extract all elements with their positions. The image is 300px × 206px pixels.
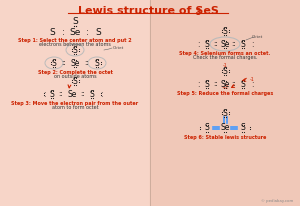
Text: Step 1: Select the center atom and put 2: Step 1: Select the center atom and put 2 — [18, 37, 132, 42]
Text: S: S — [50, 89, 54, 98]
Text: :: : — [251, 80, 253, 89]
Text: :: : — [85, 27, 88, 36]
Text: Step 5: Reduce the formal charges: Step 5: Reduce the formal charges — [177, 90, 273, 96]
Text: Se: Se — [220, 80, 230, 89]
Text: Step 4: Selenium forms an octet.: Step 4: Selenium forms an octet. — [179, 50, 271, 55]
Text: Se: Se — [220, 124, 230, 132]
Text: S: S — [94, 59, 99, 68]
Text: S: S — [205, 80, 209, 89]
Text: S: S — [73, 46, 77, 55]
Text: Se: Se — [220, 40, 230, 48]
Text: S: S — [205, 124, 209, 132]
Text: S: S — [223, 109, 227, 117]
Text: +2: +2 — [221, 84, 229, 89]
Text: ::: :: — [214, 41, 218, 47]
Text: ::: :: — [58, 91, 63, 97]
Text: :: : — [251, 40, 253, 48]
Text: Step 6: Stable lewis structure: Step 6: Stable lewis structure — [184, 135, 266, 139]
Text: S: S — [205, 40, 209, 48]
Text: ::: :: — [232, 81, 236, 87]
Text: electrons between the atoms: electrons between the atoms — [39, 42, 111, 47]
Text: ::: :: — [232, 41, 236, 47]
Text: Step 2: Complete the octet: Step 2: Complete the octet — [38, 69, 112, 75]
Text: S: S — [241, 40, 245, 48]
Text: S: S — [90, 89, 94, 98]
Text: S: S — [241, 124, 245, 132]
Text: Lewis structure of SeS: Lewis structure of SeS — [78, 6, 218, 16]
Text: S: S — [223, 27, 227, 35]
Text: S: S — [73, 76, 77, 85]
Text: 3: 3 — [196, 7, 201, 16]
Text: -1: -1 — [250, 76, 254, 82]
Text: S: S — [49, 27, 55, 36]
Text: Se: Se — [70, 59, 80, 68]
Text: Se: Se — [69, 27, 81, 36]
Text: Octet: Octet — [251, 35, 262, 39]
Text: :: : — [100, 89, 102, 98]
Text: on outside atoms: on outside atoms — [54, 74, 96, 79]
Text: S: S — [223, 67, 227, 76]
Text: atom to form octet: atom to form octet — [52, 105, 98, 110]
Text: :: : — [197, 40, 199, 48]
Text: ::: :: — [214, 81, 218, 87]
Text: © pediabay.com: © pediabay.com — [261, 199, 293, 203]
Text: :: : — [43, 89, 45, 98]
Text: Octet: Octet — [112, 46, 124, 50]
Text: S: S — [52, 59, 56, 68]
Text: Se: Se — [67, 89, 77, 98]
Text: S: S — [72, 16, 78, 26]
Text: :: : — [197, 80, 199, 89]
Bar — [0, 0, 150, 206]
Text: :: : — [61, 27, 64, 36]
Text: S: S — [241, 80, 245, 89]
Text: ::: :: — [61, 60, 66, 66]
Text: Check the formal charges.: Check the formal charges. — [193, 55, 257, 60]
Text: Step 3: Move the electron pair from the outer: Step 3: Move the electron pair from the … — [11, 101, 139, 105]
Text: -1: -1 — [223, 62, 227, 68]
Text: S: S — [95, 27, 101, 36]
Text: ::: :: — [81, 91, 85, 97]
Text: ::: :: — [85, 60, 89, 66]
Bar — [150, 0, 300, 206]
